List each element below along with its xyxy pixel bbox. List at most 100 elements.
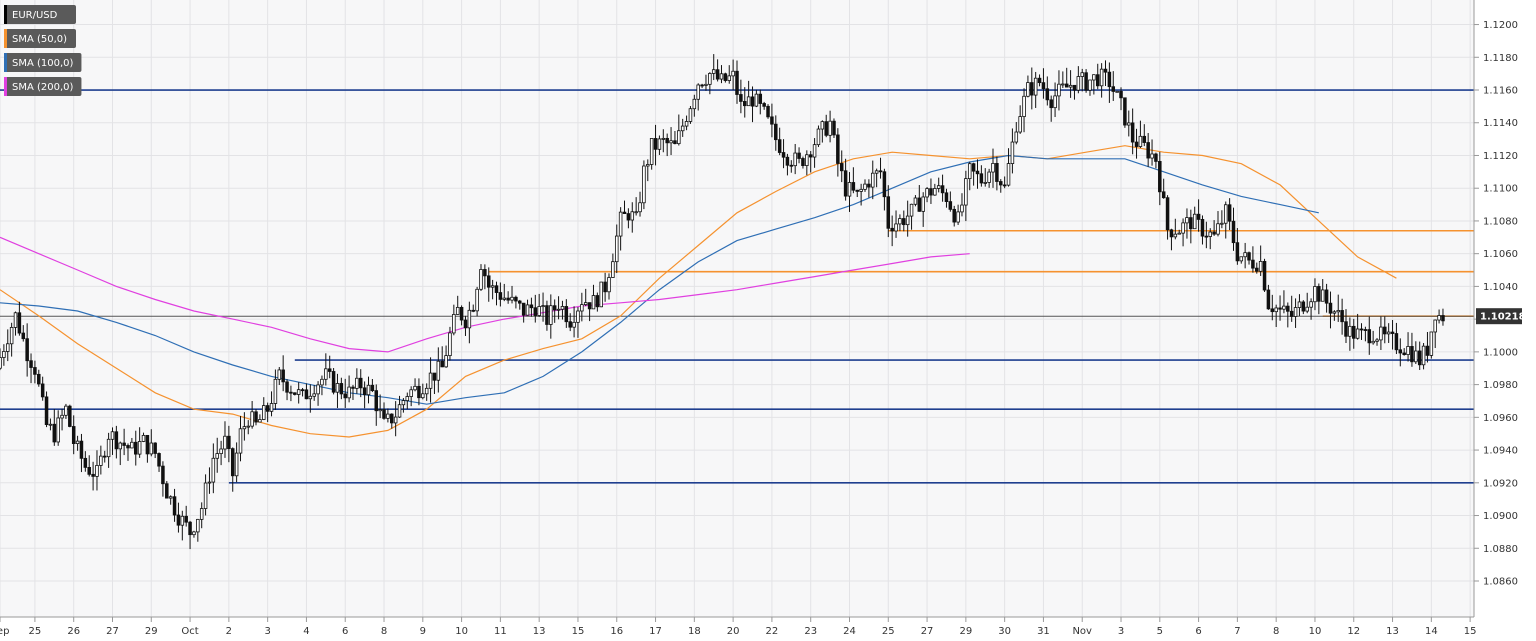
x-tick-label: 7: [1234, 626, 1240, 637]
candle-body: [572, 321, 576, 328]
candle-body: [510, 296, 514, 301]
candle-body: [940, 185, 945, 194]
legend-item[interactable]: EUR/USD: [4, 5, 76, 24]
candle-body: [68, 405, 72, 427]
candle-body: [634, 211, 638, 214]
y-tick-label: 1.0880: [1483, 544, 1518, 555]
candle-body: [428, 372, 433, 389]
candle-body: [824, 121, 828, 136]
candle-body: [293, 392, 297, 395]
x-tick-label: 6: [342, 626, 348, 637]
candle-body: [490, 285, 495, 288]
candle-body: [1150, 153, 1154, 159]
candle-body: [1161, 191, 1166, 199]
candle-body: [766, 105, 770, 118]
candle-body: [25, 338, 29, 362]
legend-box: [4, 29, 76, 48]
candle-body: [265, 405, 270, 412]
candle-body: [13, 312, 18, 328]
candle-body: [1367, 329, 1372, 344]
candle-body: [1227, 204, 1232, 222]
legend-item[interactable]: SMA (50,0): [4, 29, 76, 48]
candle-body: [1061, 83, 1065, 86]
candle-body: [87, 467, 91, 475]
candle-body: [777, 139, 782, 153]
candle-body: [29, 360, 33, 368]
candle-body: [331, 371, 336, 393]
candle-body: [1410, 346, 1414, 363]
x-tick-label: 29: [959, 626, 972, 637]
candle-body: [1123, 97, 1127, 126]
x-tick-label: 23: [804, 626, 817, 637]
y-tick-label: 1.1100: [1483, 184, 1518, 195]
candle-body: [863, 183, 867, 190]
current-price-label: 1.10218: [1476, 308, 1526, 325]
candle-body: [56, 417, 60, 443]
legend[interactable]: EUR/USD SMA (50,0) SMA (100,0) SMA (200,0): [4, 5, 82, 96]
candle-body: [44, 396, 49, 425]
candle-body: [839, 163, 844, 172]
x-tick-label: Oct: [181, 626, 198, 637]
candle-body: [316, 384, 320, 395]
candle-body: [1014, 131, 1019, 143]
legend-item[interactable]: SMA (200,0): [4, 77, 82, 96]
candle-body: [743, 101, 747, 107]
candle-body: [917, 197, 922, 212]
candle-body: [514, 296, 518, 302]
candle-body: [483, 269, 487, 277]
candle-body: [459, 306, 464, 321]
candle-body: [366, 384, 371, 396]
candle-body: [1189, 217, 1193, 230]
candle-body: [611, 261, 615, 278]
candle-body: [991, 162, 995, 173]
candle-body: [1068, 84, 1073, 88]
candle-body: [684, 121, 689, 127]
candle-body: [137, 441, 142, 455]
y-tick-label: 1.1000: [1483, 347, 1518, 358]
candle-body: [1301, 301, 1306, 312]
candle-body: [677, 130, 681, 145]
candle-body: [1328, 302, 1333, 314]
candle-body: [234, 452, 239, 477]
candle-body: [1092, 74, 1096, 81]
candle-body: [1158, 161, 1162, 193]
candle-body: [1251, 259, 1255, 269]
candle-body: [1033, 77, 1038, 96]
candle-body: [153, 442, 157, 454]
price-tag-box: [1476, 308, 1522, 325]
candle-body: [494, 285, 499, 293]
candles: [0, 54, 1445, 550]
candle-body: [99, 455, 103, 466]
candle-body: [374, 390, 379, 412]
candle-body: [308, 395, 313, 400]
x-tick-label: 29: [145, 626, 158, 637]
candle-body: [936, 185, 941, 189]
candle-body: [595, 295, 600, 308]
candle-body: [1379, 326, 1383, 341]
candle-body: [207, 481, 212, 484]
candle-body: [386, 413, 390, 419]
candle-body: [669, 140, 673, 144]
x-tick-label: 8: [381, 626, 387, 637]
legend-label: EUR/USD: [12, 10, 58, 21]
candle-body: [161, 465, 165, 485]
candle-body: [1297, 301, 1302, 308]
legend-item[interactable]: SMA (100,0): [4, 53, 82, 72]
candle-body: [680, 125, 685, 132]
candle-body: [382, 409, 386, 419]
candle-body: [568, 321, 572, 328]
candle-body: [176, 514, 181, 526]
x-tick-label: 16: [610, 626, 623, 637]
candle-body: [607, 277, 611, 293]
candle-body: [808, 154, 813, 158]
candle-body: [774, 123, 778, 141]
candle-body: [921, 196, 925, 212]
candle-body: [828, 120, 832, 136]
candle-body: [793, 152, 797, 167]
candle-body: [847, 182, 852, 197]
candle-body: [339, 383, 344, 395]
candle-body: [17, 312, 22, 334]
candle-body: [347, 386, 351, 399]
candle-body: [843, 170, 848, 197]
candle-body: [1247, 252, 1251, 261]
